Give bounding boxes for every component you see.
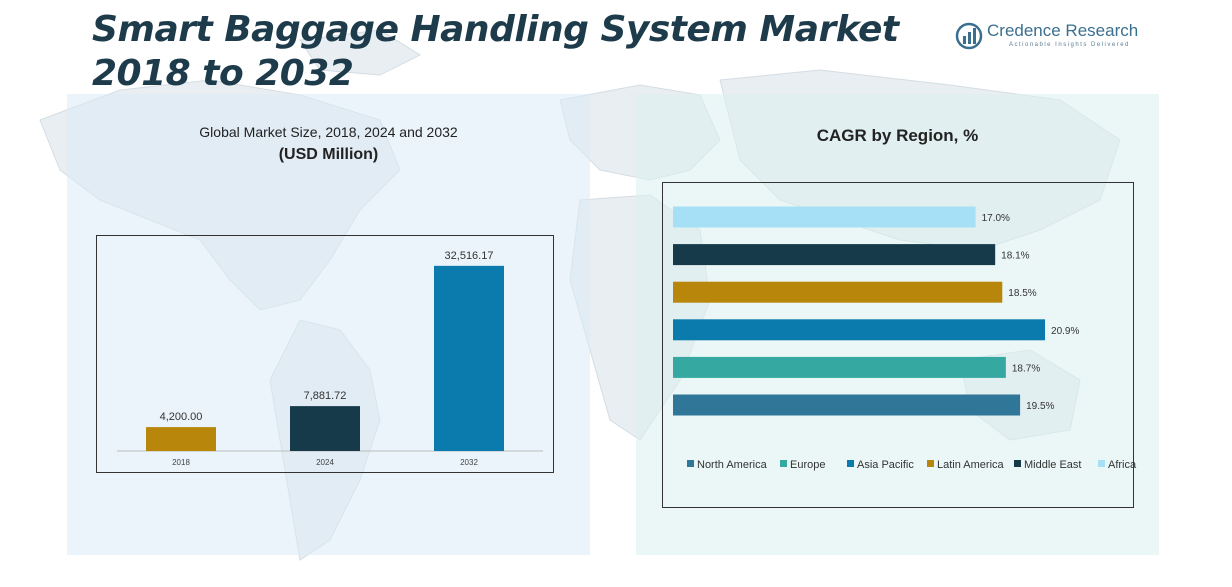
x-tick-label-2024: 2024 <box>316 458 334 467</box>
legend-label: Middle East <box>1024 459 1082 471</box>
cagr-legend: North America Europe Asia Pacific Latin Ame… <box>687 459 1136 479</box>
credence-research-logo: Credence Research Actionable Insights De… <box>955 18 1155 58</box>
bar-2032 <box>434 265 504 451</box>
legend-label: Latin America <box>937 459 1004 471</box>
legend-item-latin-america: Latin America <box>927 459 1004 471</box>
legend-item-north-america: North America <box>687 459 767 471</box>
legend-item-europe: Europe <box>780 459 825 471</box>
legend-swatch <box>687 460 694 467</box>
bar-2018 <box>146 427 216 451</box>
cagr-bar-latin-america <box>673 281 1003 303</box>
cagr-value-label-north-america: 19.5% <box>1026 401 1054 412</box>
cagr-bar-europe <box>673 356 1006 378</box>
cagr-panel: CAGR by Region, % 19.5% 18.7% 20.9% 18.5% 18… <box>636 94 1159 555</box>
cagr-bar-north-america <box>673 394 1021 416</box>
cagr-value-label-africa: 17.0% <box>982 213 1010 224</box>
market-size-unit: (USD Million) <box>278 146 379 163</box>
legend-swatch <box>927 460 934 467</box>
legend-swatch <box>1098 460 1105 467</box>
bar-value-label-2018: 4,200.00 <box>160 411 203 423</box>
bar-2024 <box>290 406 360 451</box>
bar-chart-logo-icon <box>955 22 983 50</box>
cagr-bar-middle-east <box>673 244 996 266</box>
bar-value-label-2024: 7,881.72 <box>304 390 347 402</box>
cagr-bar-africa <box>673 206 976 228</box>
market-size-bar-chart: 4,200.00 2018 7,881.72 2024 32,516.17 2032 <box>117 250 543 467</box>
legend-swatch <box>780 460 787 467</box>
logo-tagline: Actionable Insights Delivered <box>1009 42 1130 48</box>
legend-label: Asia Pacific <box>857 459 914 471</box>
cagr-value-label-europe: 18.7% <box>1012 363 1040 374</box>
cagr-chart-title: CAGR by Region, % <box>816 126 979 145</box>
market-size-subtitle: Global Market Size, 2018, 2024 and 2032 <box>199 124 458 140</box>
market-size-panel: Global Market Size, 2018, 2024 and 2032 … <box>67 94 590 555</box>
cagr-bar-chart: 19.5% 18.7% 20.9% 18.5% 18.1% 17.0% <box>673 206 1079 416</box>
legend-label: Europe <box>790 459 826 471</box>
x-tick-label-2032: 2032 <box>460 458 478 467</box>
cagr-value-label-latin-america: 18.5% <box>1008 288 1036 299</box>
cagr-value-label-middle-east: 18.1% <box>1001 251 1029 262</box>
bar-value-label-2032: 32,516.17 <box>445 250 494 262</box>
legend-item-asia-pacific: Asia Pacific <box>847 459 914 471</box>
logo-name: Credence Research <box>987 21 1139 40</box>
legend-label: North America <box>697 459 767 471</box>
legend-label: Africa <box>1108 459 1137 471</box>
cagr-bar-asia-pacific <box>673 319 1046 341</box>
market-size-chart-frame: 4,200.00 2018 7,881.72 2024 32,516.17 2032 <box>96 235 554 473</box>
page-title: Smart Baggage Handling System Market 201… <box>92 9 899 94</box>
x-tick-label-2018: 2018 <box>172 458 190 467</box>
legend-swatch <box>1014 460 1021 467</box>
legend-swatch <box>847 460 854 467</box>
cagr-chart-frame: 19.5% 18.7% 20.9% 18.5% 18.1% 17.0% North Ame… <box>662 182 1136 508</box>
legend-item-africa: Africa <box>1098 459 1136 471</box>
cagr-value-label-asia-pacific: 20.9% <box>1051 326 1079 337</box>
legend-item-middle-east: Middle East <box>1014 459 1081 471</box>
